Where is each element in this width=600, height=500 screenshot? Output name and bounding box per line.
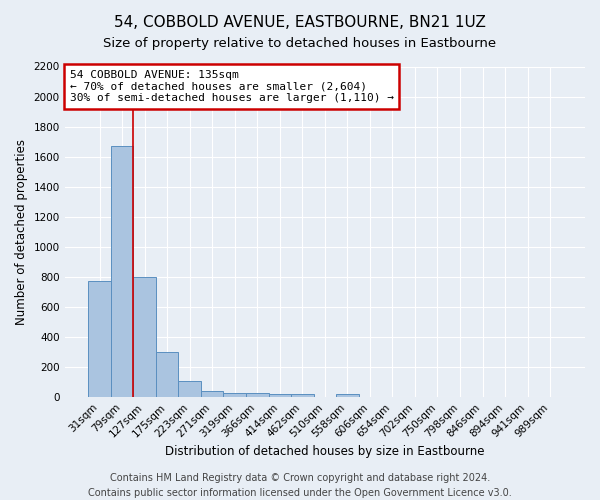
Bar <box>156 352 178 397</box>
Text: Contains HM Land Registry data © Crown copyright and database right 2024.
Contai: Contains HM Land Registry data © Crown c… <box>88 472 512 498</box>
Text: 54 COBBOLD AVENUE: 135sqm
← 70% of detached houses are smaller (2,604)
30% of se: 54 COBBOLD AVENUE: 135sqm ← 70% of detac… <box>70 70 394 103</box>
X-axis label: Distribution of detached houses by size in Eastbourne: Distribution of detached houses by size … <box>165 444 485 458</box>
Y-axis label: Number of detached properties: Number of detached properties <box>15 139 28 325</box>
Bar <box>133 277 156 397</box>
Text: Size of property relative to detached houses in Eastbourne: Size of property relative to detached ho… <box>103 38 497 51</box>
Text: 54, COBBOLD AVENUE, EASTBOURNE, BN21 1UZ: 54, COBBOLD AVENUE, EASTBOURNE, BN21 1UZ <box>114 15 486 30</box>
Bar <box>201 391 223 397</box>
Bar <box>269 394 291 397</box>
Bar <box>111 146 133 397</box>
Bar <box>291 394 314 397</box>
Bar <box>246 394 269 397</box>
Bar <box>223 392 246 397</box>
Bar <box>88 282 111 397</box>
Bar <box>178 380 201 397</box>
Bar <box>336 394 359 397</box>
